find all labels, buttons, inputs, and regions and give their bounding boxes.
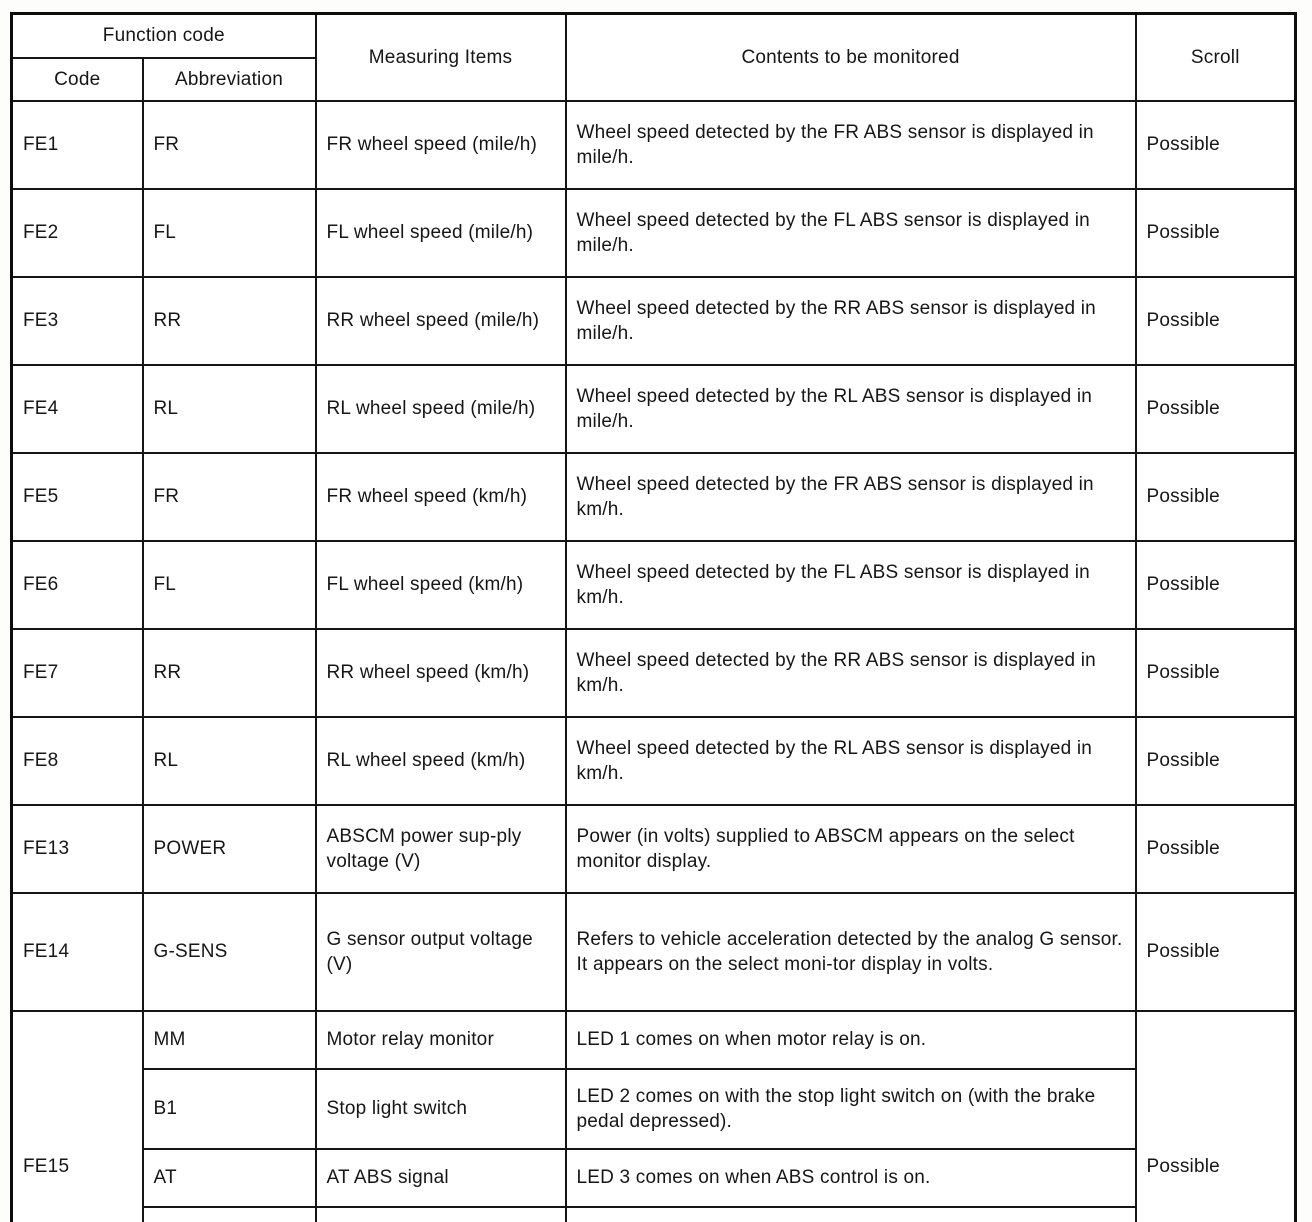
- measuring-item-cell: Stop light switch: [314, 1067, 567, 1150]
- header-scroll: Scroll: [1134, 12, 1297, 102]
- scroll-cell: Possible: [1134, 627, 1297, 718]
- abbreviation-cell: MM: [141, 1009, 317, 1070]
- contents-cell: Wheel speed detected by the RL ABS senso…: [564, 363, 1137, 454]
- code-cell: FE3: [10, 275, 144, 366]
- scroll-cell: Possible: [1134, 451, 1297, 542]
- header-code: Code: [10, 56, 144, 102]
- code-cell: FE8: [10, 715, 144, 806]
- measuring-item-cell: RL wheel speed (mile/h): [314, 363, 567, 454]
- abbreviation-cell: RR: [141, 275, 317, 366]
- table-row-fe15-cm: CM CCM signal LED 4 comes on when ABS co…: [12, 1205, 1296, 1222]
- contents-cell: Refers to vehicle acceleration detected …: [564, 891, 1137, 1012]
- scroll-cell: Possible: [1134, 363, 1297, 454]
- contents-cell: Wheel speed detected by the FL ABS senso…: [564, 187, 1137, 278]
- table-row-fe14: FE14 G-SENS G sensor output voltage (V) …: [10, 891, 1297, 1012]
- abbreviation-cell: CM: [141, 1205, 317, 1222]
- contents-cell: LED 3 comes on when ABS control is on.: [564, 1147, 1137, 1208]
- scroll-cell: Possible: [1134, 99, 1297, 190]
- scroll-cell: Possible: [1134, 715, 1297, 806]
- measuring-item-cell: FL wheel speed (mile/h): [314, 187, 567, 278]
- abbreviation-cell: RL: [141, 715, 317, 806]
- contents-cell: Power (in volts) supplied to ABSCM appea…: [564, 803, 1137, 894]
- abbreviation-cell: FR: [141, 451, 317, 542]
- abbreviation-cell: FL: [141, 187, 317, 278]
- table-row-fe15-at: AT AT ABS signal LED 3 comes on when ABS…: [12, 1147, 1296, 1208]
- measuring-item-cell: FR wheel speed (mile/h): [314, 99, 567, 190]
- code-cell: FE6: [10, 539, 144, 630]
- code-cell: FE5: [10, 451, 144, 542]
- table-row-fe6: FE6 FL FL wheel speed (km/h) Wheel speed…: [10, 539, 1297, 630]
- abbreviation-cell: G-SENS: [141, 891, 317, 1012]
- header-measuring-items: Measuring Items: [314, 12, 567, 102]
- abbreviation-cell: FL: [141, 539, 317, 630]
- contents-cell: Wheel speed detected by the RL ABS senso…: [564, 715, 1137, 806]
- abbreviation-cell: B1: [141, 1067, 317, 1150]
- scroll-cell: Possible: [1134, 539, 1297, 630]
- contents-cell: Wheel speed detected by the FR ABS senso…: [564, 99, 1137, 190]
- header-contents: Contents to be monitored: [564, 12, 1137, 102]
- scroll-cell: Possible: [1134, 187, 1297, 278]
- table-row-fe4: FE4 RL RL wheel speed (mile/h) Wheel spe…: [10, 363, 1297, 454]
- code-cell: FE4: [10, 363, 144, 454]
- header-abbreviation: Abbreviation: [141, 56, 317, 102]
- table-row-fe1: FE1 FR FR wheel speed (mile/h) Wheel spe…: [10, 99, 1297, 190]
- abbreviation-cell: AT: [141, 1147, 317, 1208]
- measuring-item-cell: ABSCM power sup-ply voltage (V): [314, 803, 567, 894]
- table-row-fe3: FE3 RR RR wheel speed (mile/h) Wheel spe…: [10, 275, 1297, 366]
- abbreviation-cell: FR: [141, 99, 317, 190]
- code-cell: FE1: [10, 99, 144, 190]
- scroll-cell: Possible: [1134, 891, 1297, 1012]
- code-cell: FE2: [10, 187, 144, 278]
- code-cell: FE7: [10, 627, 144, 718]
- measuring-item-cell: CCM signal: [314, 1205, 567, 1222]
- table-row-fe5: FE5 FR FR wheel speed (km/h) Wheel speed…: [10, 451, 1297, 542]
- contents-cell: LED 1 comes on when motor relay is on.: [564, 1009, 1137, 1070]
- measuring-item-cell: Motor relay monitor: [314, 1009, 567, 1070]
- code-cell: FE13: [10, 803, 144, 894]
- measuring-item-cell: RR wheel speed (mile/h): [314, 275, 567, 366]
- scroll-cell: Possible: [1134, 1009, 1297, 1222]
- scroll-cell: Possible: [1134, 803, 1297, 894]
- header-function-code: Function code: [10, 12, 317, 59]
- contents-cell: Wheel speed detected by the FL ABS senso…: [564, 539, 1137, 630]
- measuring-item-cell: AT ABS signal: [314, 1147, 567, 1208]
- code-cell: FE14: [10, 891, 144, 1012]
- function-code-table: Function code Measuring Items Contents t…: [10, 12, 1298, 1222]
- contents-cell: Wheel speed detected by the RR ABS senso…: [564, 627, 1137, 718]
- scroll-cell: Possible: [1134, 275, 1297, 366]
- contents-cell: LED 2 comes on with the stop light switc…: [564, 1067, 1137, 1150]
- contents-cell: Wheel speed detected by the RR ABS senso…: [564, 275, 1137, 366]
- contents-cell: LED 4 comes on when ABS control is on.: [564, 1205, 1137, 1222]
- measuring-item-cell: FR wheel speed (km/h): [314, 451, 567, 542]
- measuring-item-cell: RR wheel speed (km/h): [314, 627, 567, 718]
- abbreviation-cell: POWER: [141, 803, 317, 894]
- table-row-fe8: FE8 RL RL wheel speed (km/h) Wheel speed…: [10, 715, 1297, 806]
- table-row-fe13: FE13 POWER ABSCM power sup-ply voltage (…: [10, 803, 1297, 894]
- table-row-fe15-mm: FE15 MM Motor relay monitor LED 1 comes …: [10, 1009, 1297, 1222]
- contents-cell: Wheel speed detected by the FR ABS senso…: [564, 451, 1137, 542]
- measuring-item-cell: RL wheel speed (km/h): [314, 715, 567, 806]
- measuring-item-cell: FL wheel speed (km/h): [314, 539, 567, 630]
- table-row-fe2: FE2 FL FL wheel speed (mile/h) Wheel spe…: [10, 187, 1297, 278]
- code-cell: FE15: [10, 1009, 144, 1222]
- abbreviation-cell: RL: [141, 363, 317, 454]
- table-row-fe7: FE7 RR RR wheel speed (km/h) Wheel speed…: [10, 627, 1297, 718]
- table-row-fe15-b1: B1 Stop light switch LED 2 comes on with…: [12, 1067, 1296, 1150]
- measuring-item-cell: G sensor output voltage (V): [314, 891, 567, 1012]
- abbreviation-cell: RR: [141, 627, 317, 718]
